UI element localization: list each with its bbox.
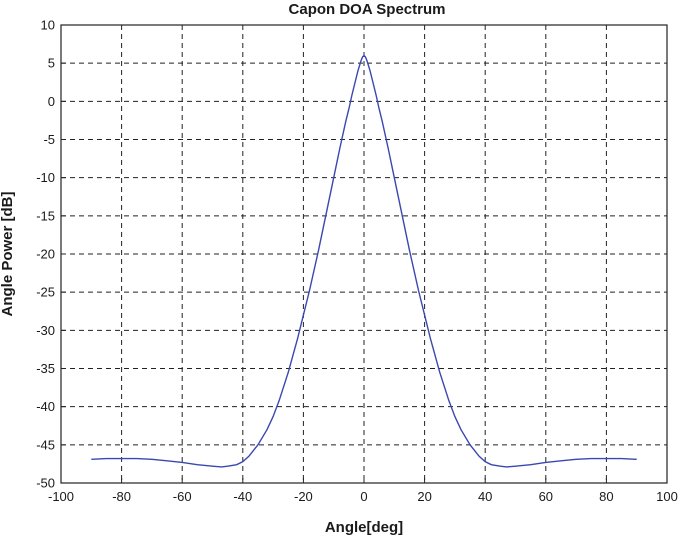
x-tick-label: -20 xyxy=(294,489,313,504)
y-tick-label: -35 xyxy=(36,361,55,376)
x-tick-label: -80 xyxy=(112,489,131,504)
x-tick-label: -40 xyxy=(233,489,252,504)
y-tick-label: -45 xyxy=(36,437,55,452)
y-tick-label: -10 xyxy=(36,170,55,185)
x-tick-label: 40 xyxy=(478,489,492,504)
x-tick-label: 0 xyxy=(360,489,367,504)
grid xyxy=(61,25,667,483)
chart-title: Capon DOA Spectrum xyxy=(289,1,446,18)
y-tick-label: 10 xyxy=(41,18,55,33)
y-tick-label: -30 xyxy=(36,323,55,338)
x-tick-label: 80 xyxy=(599,489,613,504)
x-tick-label: -100 xyxy=(48,489,74,504)
y-tick-label: -50 xyxy=(36,476,55,491)
y-tick-label: -15 xyxy=(36,208,55,223)
x-tick-label: 60 xyxy=(539,489,553,504)
y-tick-label: -25 xyxy=(36,285,55,300)
y-tick-label: -20 xyxy=(36,247,55,262)
ticks: -100 -80 -60 -40 -20 0 20 40 60 80 100 10 5 0 -5 -10 -15… xyxy=(36,18,678,505)
x-tick-label: 100 xyxy=(656,489,678,504)
x-tick-label: 20 xyxy=(417,489,431,504)
x-axis-title: Angle[deg] xyxy=(325,519,403,536)
y-axis-title: Angle Power [dB] xyxy=(0,191,16,316)
series-line-capon-spectrum xyxy=(91,54,637,468)
y-tick-label: -40 xyxy=(36,399,55,414)
x-tick-label: -60 xyxy=(173,489,192,504)
y-tick-label: -5 xyxy=(43,132,55,147)
y-tick-label: 5 xyxy=(48,56,55,71)
y-tick-label: 0 xyxy=(48,94,55,109)
